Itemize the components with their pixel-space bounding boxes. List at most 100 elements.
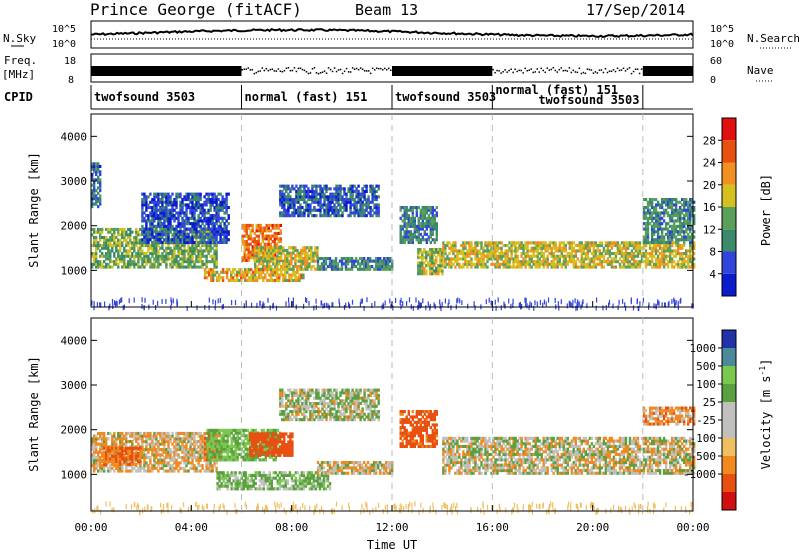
heat-cell: [670, 208, 674, 212]
heat-cell: [676, 249, 680, 253]
heat-cell: [279, 203, 282, 207]
heat-cell: [348, 259, 352, 263]
heat-cell: [413, 222, 416, 226]
freq-dot: [253, 72, 256, 75]
heat-cell: [266, 246, 269, 250]
heat-cell: [149, 469, 152, 473]
heat-cell: [167, 216, 170, 220]
heat-cell: [280, 254, 283, 258]
heat-cell: [283, 184, 286, 188]
heat-cell: [99, 199, 102, 203]
heat-cell: [387, 257, 390, 261]
heat-cell: [123, 442, 126, 446]
heat-cell: [161, 214, 164, 218]
heat-cell: [361, 203, 364, 207]
heat-cell: [274, 262, 277, 266]
heat-cell: [97, 181, 100, 185]
ground-scatter: [349, 303, 351, 309]
heat-cell: [193, 206, 196, 210]
heat-cell: [101, 254, 104, 258]
heat-cell: [264, 254, 267, 258]
heat-cell: [99, 233, 102, 237]
heat-cell: [129, 238, 132, 242]
heat-cell: [564, 260, 567, 264]
heat-cell: [211, 276, 215, 280]
heat-cell: [155, 466, 158, 470]
heat-cell: [542, 241, 545, 245]
heat-cell: [325, 198, 328, 202]
heat-cell: [217, 203, 220, 207]
heat-cell: [299, 203, 302, 207]
heat-cell: [93, 238, 96, 242]
heat-cell: [419, 248, 422, 252]
heat-cell: [99, 260, 102, 264]
heat-cell: [171, 211, 174, 215]
heat-cell: [215, 227, 218, 231]
heat-cell: [568, 254, 571, 258]
heat-cell: [107, 466, 110, 470]
heat-cell: [123, 230, 126, 234]
freq-dot: [584, 72, 587, 75]
heat-cell: [191, 235, 194, 239]
heat-cell: [91, 175, 94, 179]
heat-cell: [97, 175, 100, 179]
heat-cell: [95, 437, 98, 441]
heat-cell: [300, 262, 303, 266]
heat-cell: [423, 238, 426, 242]
heat-cell: [600, 241, 604, 245]
heat-cell: [331, 192, 334, 196]
heat-cell: [290, 262, 293, 266]
heat-cell: [221, 206, 224, 210]
heat-cell: [312, 259, 315, 263]
heat-cell: [215, 211, 218, 215]
heat-cell: [327, 211, 330, 215]
ground-scatter: [288, 297, 290, 303]
ground-scatter: [490, 300, 492, 306]
heat-cell: [242, 270, 245, 274]
heat-cell: [256, 257, 259, 261]
heat-cell: [363, 208, 366, 212]
heat-cell: [654, 203, 658, 207]
heat-cell: [433, 250, 436, 254]
heat-cell: [245, 240, 248, 244]
heat-cell: [323, 187, 326, 191]
ground-scatter: [390, 303, 392, 309]
heat-cell: [274, 273, 277, 277]
heat-cell: [145, 238, 148, 242]
heat-cell: [411, 211, 414, 215]
heat-cell: [644, 262, 648, 266]
heat-cell: [149, 262, 152, 266]
heat-cell: [167, 208, 170, 212]
heat-cell: [133, 265, 136, 269]
heat-cell: [514, 246, 517, 250]
heat-cell: [362, 259, 366, 263]
heat-cell: [258, 246, 261, 250]
heat-cell: [347, 200, 350, 204]
heat-cell: [367, 200, 370, 204]
heat-cell: [452, 262, 455, 266]
heat-cell: [670, 260, 674, 264]
heat-cell: [215, 252, 218, 256]
heat-cell: [195, 257, 198, 261]
heat-cell: [320, 262, 324, 266]
ground-scatter: [459, 298, 461, 304]
heat-cell: [417, 253, 420, 257]
heat-cell: [648, 240, 652, 244]
heat-cell: [227, 222, 230, 226]
heat-cell: [660, 203, 664, 207]
heat-cell: [115, 227, 118, 231]
heat-cell: [276, 276, 279, 280]
heat-cell: [375, 184, 378, 188]
heat-cell: [145, 262, 148, 266]
heat-cell: [405, 208, 408, 212]
heat-cell: [464, 257, 467, 261]
heat-cell: [207, 268, 211, 272]
heat-cell: [127, 244, 130, 248]
heat-cell: [407, 240, 410, 244]
heat-cell: [169, 265, 172, 269]
heat-cell: [153, 458, 156, 462]
heat-cell: [254, 248, 257, 252]
heat-cell: [241, 242, 244, 246]
heat-cell: [177, 265, 180, 269]
heat-cell: [93, 469, 96, 473]
